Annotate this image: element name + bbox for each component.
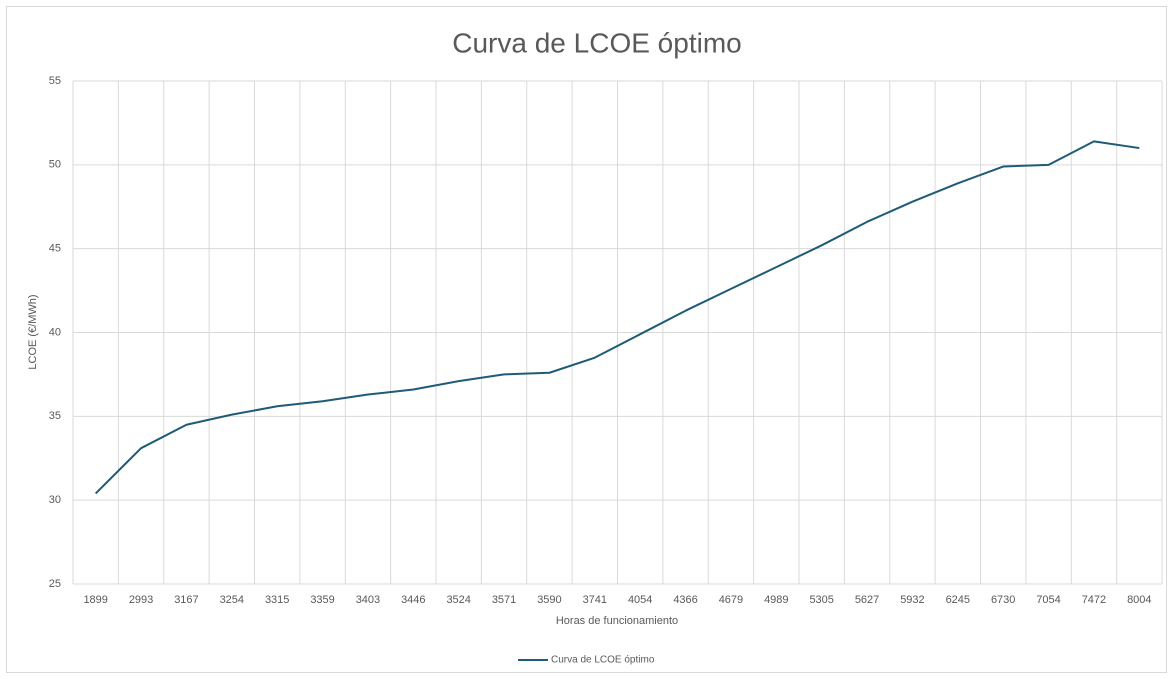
x-axis-label: Horas de funcionamiento — [556, 615, 678, 627]
x-tick-label: 3446 — [401, 594, 425, 606]
x-tick-label: 3524 — [446, 594, 470, 606]
x-tick-label: 3315 — [265, 594, 289, 606]
x-tick-label: 7472 — [1082, 594, 1106, 606]
x-tick-label: 3571 — [492, 594, 516, 606]
y-axis-label: LCOE (€/MWh) — [27, 294, 39, 369]
y-tick-label: 30 — [49, 494, 61, 506]
y-tick-label: 40 — [49, 326, 61, 338]
chart-title: Curva de LCOE óptimo — [452, 27, 741, 58]
x-tick-label: 4054 — [628, 594, 652, 606]
line-series — [94, 140, 1140, 495]
x-tick-label: 3359 — [310, 594, 334, 606]
x-tick-label: 3254 — [220, 594, 244, 606]
x-tick-label: 4989 — [764, 594, 788, 606]
legend-label: Curva de LCOE óptimo — [551, 655, 655, 666]
x-tick-label: 6245 — [946, 594, 970, 606]
y-tick-label: 45 — [49, 243, 61, 255]
x-tick-label: 5305 — [809, 594, 833, 606]
y-tick-label: 25 — [49, 578, 61, 590]
x-tick-label: 8004 — [1127, 594, 1151, 606]
x-tick-label: 2993 — [129, 594, 153, 606]
y-tick-label: 35 — [49, 410, 61, 422]
x-tick-label: 4679 — [719, 594, 743, 606]
chart-border — [6, 6, 1167, 673]
y-tick-label: 50 — [49, 159, 61, 171]
x-tick-label: 1899 — [83, 594, 107, 606]
x-tick-label: 3167 — [174, 594, 198, 606]
x-tick-label: 3741 — [583, 594, 607, 606]
y-tick-label: 55 — [49, 75, 61, 87]
x-tick-label: 6730 — [991, 594, 1015, 606]
x-tick-label: 4366 — [673, 594, 697, 606]
x-tick-label: 5932 — [900, 594, 924, 606]
x-tick-label: 7054 — [1036, 594, 1060, 606]
x-tick-label: 3590 — [537, 594, 561, 606]
x-tick-label: 5627 — [855, 594, 879, 606]
x-tick-label: 3403 — [356, 594, 380, 606]
